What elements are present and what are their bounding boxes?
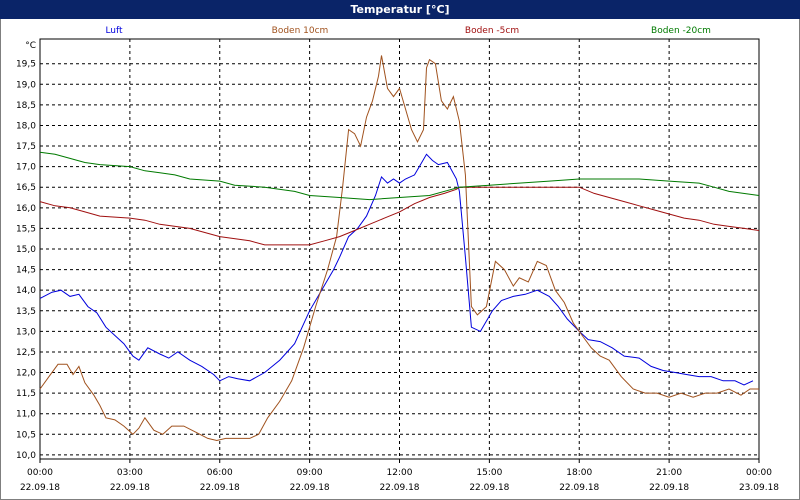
x-tick-date: 23.09.18 [739,483,779,493]
series-line-boden-10cm [39,55,759,442]
x-tick-time: 09:00 [297,468,323,478]
legend-entry: Boden -20cm [651,26,711,36]
y-axis: 10,0 10,5 11,0 11,5 12,0 12,5 13,0 13,5 14,0 14,5… [16,60,36,461]
y-tick-label: 17,5 [16,142,36,152]
x-tick-time: 00:00 [27,468,53,478]
x-tick-date: 22.09.18 [200,483,240,493]
y-tick-label: 19,0 [16,80,36,90]
x-tick-date: 22.09.18 [649,483,689,493]
x-tick-time: 15:00 [476,468,502,478]
y-tick-label: 11,5 [16,389,36,399]
y-tick-label: 17,0 [16,163,36,173]
series-line-luft [39,153,754,386]
x-tick-date: 22.09.18 [379,483,419,493]
legend-entry: Boden -5cm [465,26,519,36]
x-tick-time: 18:00 [566,468,592,478]
x-tick-date: 22.09.18 [290,483,330,493]
x-axis: 00:00 22.09.18 03:00 22.09.18 06:00 22.09.18 0… [20,459,779,493]
y-tick-label: 16,5 [16,183,36,193]
y-tick-label: 10,0 [16,451,36,461]
grid [40,39,759,459]
y-tick-label: 11,0 [16,410,36,420]
y-tick-label: 14,0 [16,286,36,296]
x-tick-time: 03:00 [117,468,143,478]
y-axis-unit: °C [25,41,36,51]
x-tick-time: 00:00 [746,468,772,478]
y-tick-label: 18,5 [16,101,36,111]
y-tick-label: 14,5 [16,266,36,276]
y-tick-label: 19,5 [16,60,36,70]
series-line-boden-20cm [39,151,760,201]
x-tick-time: 21:00 [656,468,682,478]
chart-title: Temperatur [°C] [0,0,800,19]
series-lines [39,55,760,442]
y-tick-label: 13,0 [16,327,36,337]
series-line-boden-5cm [39,186,760,246]
y-tick-label: 12,5 [16,348,36,358]
temperature-chart: 10,0 10,5 11,0 11,5 12,0 12,5 13,0 13,5 14,0 14,5… [16,26,779,493]
y-tick-label: 16,0 [16,204,36,214]
x-tick-date: 22.09.18 [20,483,60,493]
x-tick-date: 22.09.18 [469,483,509,493]
legend: Luft Boden 10cm Boden -5cm Boden -20cm [105,26,711,36]
legend-entry: Luft [105,26,123,36]
legend-entry: Boden 10cm [272,26,329,36]
y-tick-label: 13,5 [16,307,36,317]
x-tick-time: 06:00 [207,468,233,478]
y-tick-label: 10,5 [16,430,36,440]
x-tick-date: 22.09.18 [559,483,599,493]
y-tick-label: 12,0 [16,369,36,379]
y-tick-label: 15,0 [16,245,36,255]
x-tick-date: 22.09.18 [110,483,150,493]
x-tick-time: 12:00 [387,468,413,478]
y-tick-label: 18,0 [16,121,36,131]
y-tick-label: 15,5 [16,224,36,234]
